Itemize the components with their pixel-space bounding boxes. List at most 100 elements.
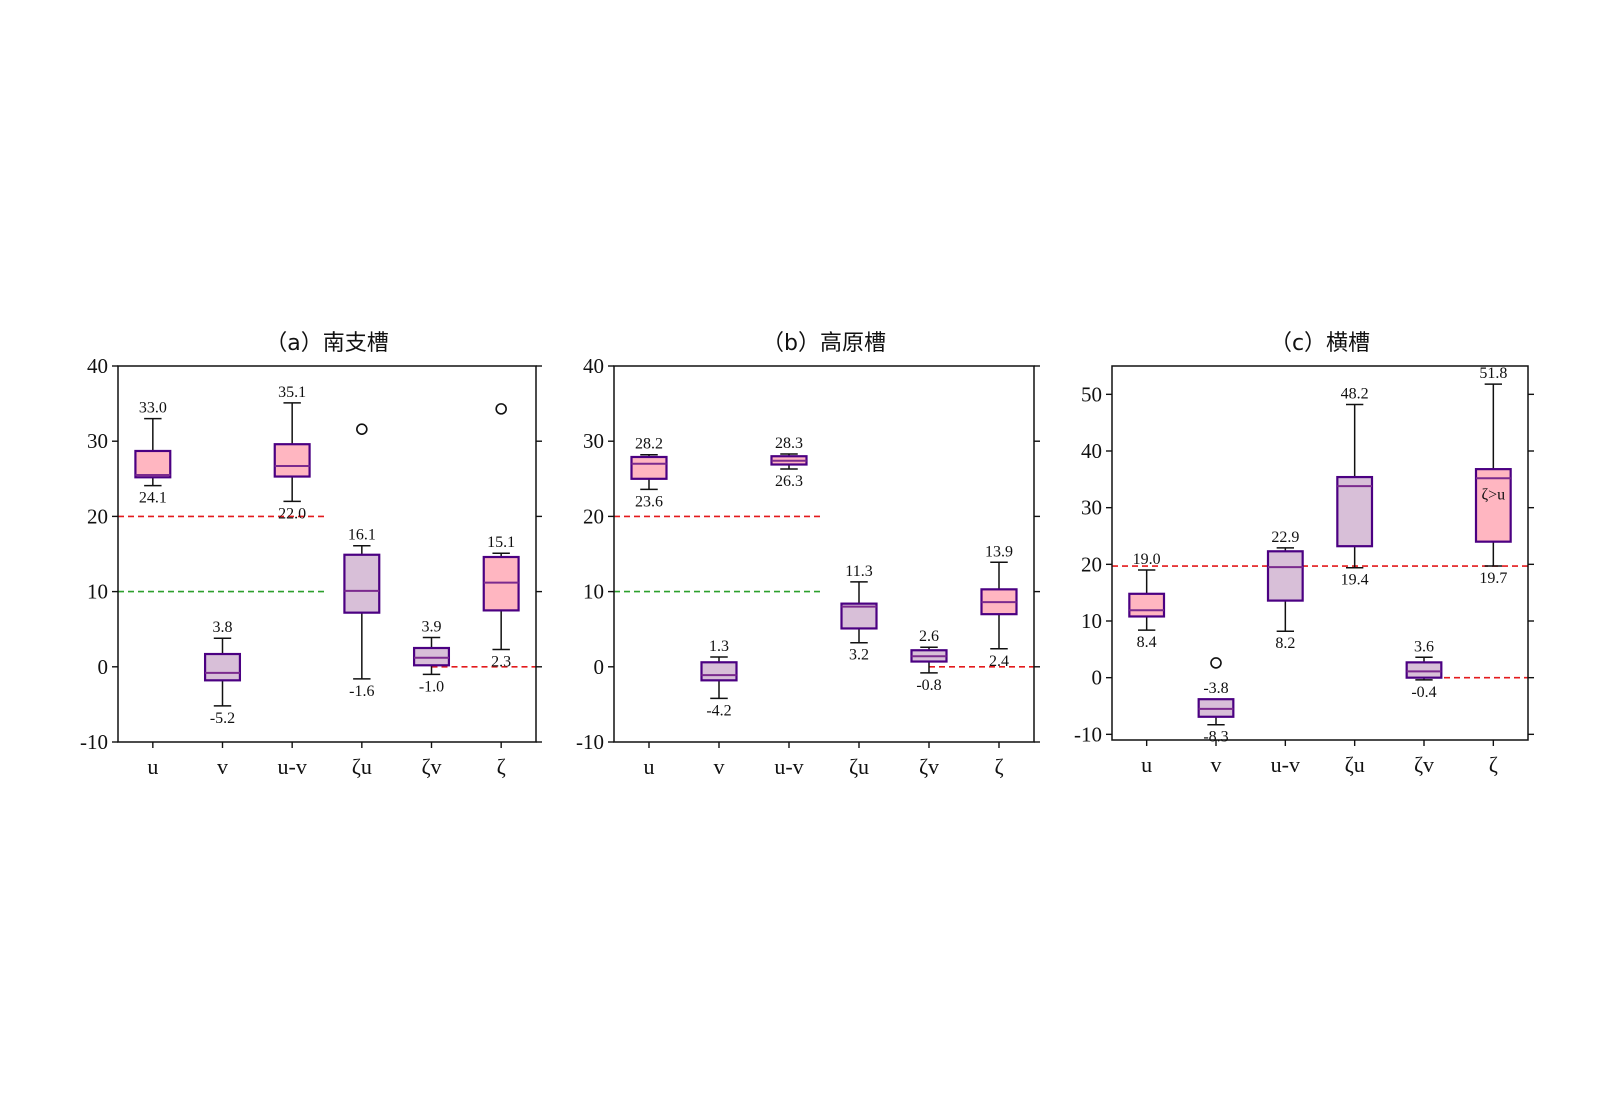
- box-iqr: [134, 449, 172, 479]
- xtick-label-u: u: [1141, 752, 1152, 777]
- ytick-label-40: 40: [1081, 439, 1102, 463]
- label-low: -0.8: [916, 677, 941, 694]
- label-low: 2.4: [989, 653, 1009, 670]
- box-zeta-u: 48.2 19.4: [1336, 386, 1374, 589]
- ytick-label-0: 0: [1092, 666, 1103, 690]
- xtick-label-zeta: ζ: [1489, 752, 1498, 777]
- xtick-label-u: u: [644, 754, 655, 779]
- label-low: 22.0: [278, 505, 306, 522]
- plot-frame: [1111, 365, 1529, 741]
- box-iqr: [630, 455, 668, 480]
- label-low: 8.4: [1137, 634, 1157, 651]
- label-high: 19.0: [1133, 551, 1161, 568]
- box-zeta-v: 3.6 -0.4: [1405, 638, 1443, 701]
- xtick-label-v: v: [1211, 752, 1222, 777]
- xtick-label-zeta-u: ζu: [1345, 752, 1365, 777]
- label-low: 26.3: [775, 473, 803, 490]
- box-zeta-v: 2.6 -0.8: [910, 628, 948, 694]
- annotation-zeta-gt-u: ζ>u: [1482, 487, 1506, 504]
- panel-title: （b）高原槽: [762, 331, 886, 356]
- xtick-label-v: v: [714, 754, 725, 779]
- label-high: 28.2: [635, 436, 663, 453]
- box-zeta-u: 11.3 3.2: [840, 563, 878, 664]
- box-iqr: [1474, 468, 1512, 543]
- box-iqr: [840, 602, 878, 630]
- chart-panel-2: （b）高原槽 28.2 23.6 1.3 -4.2 28.3 26.3 11.3 3.2 2.6 -…: [576, 331, 1040, 779]
- ytick-label-10: 10: [1081, 609, 1102, 633]
- outlier-point: [356, 423, 368, 435]
- ytick-label-minus-10: -10: [1074, 722, 1102, 746]
- box-u-v: 35.1 22.0: [273, 384, 311, 522]
- box-iqr: [700, 661, 738, 682]
- box-u-v: 22.9 8.2: [1266, 529, 1304, 652]
- xtick-label-u-v: u-v: [1271, 752, 1300, 777]
- xtick-label-zeta-v: ζv: [421, 754, 441, 779]
- box-v: 1.3 -4.2: [700, 638, 738, 719]
- panel-title: （c）横槽: [1270, 331, 1370, 356]
- box-zeta: 13.9 2.4: [980, 543, 1018, 670]
- box-zeta: 51.8 19.7: [1474, 365, 1512, 587]
- label-high: 3.6: [1414, 638, 1434, 655]
- xtick-label-u-v: u-v: [278, 754, 307, 779]
- xtick-label-u-v: u-v: [774, 754, 803, 779]
- box-iqr: [273, 443, 311, 478]
- ytick-label-40: 40: [87, 354, 108, 378]
- ytick-label-minus-10: -10: [576, 730, 604, 754]
- ytick-label-20: 20: [87, 504, 108, 528]
- xtick-label-u: u: [147, 754, 158, 779]
- label-low: -5.2: [210, 710, 235, 727]
- plot-frame: [613, 365, 1035, 743]
- ytick-label-20: 20: [1081, 552, 1102, 576]
- ytick-label-0: 0: [98, 655, 109, 679]
- ytick-label-10: 10: [583, 580, 604, 604]
- label-low: -1.6: [349, 683, 374, 700]
- label-high: 16.1: [348, 527, 376, 544]
- label-low: 2.3: [491, 654, 511, 671]
- ytick-label-30: 30: [87, 429, 108, 453]
- label-low: 8.2: [1275, 635, 1295, 652]
- box-u: 19.0 8.4: [1128, 551, 1166, 651]
- outlier-point: [495, 403, 507, 415]
- xtick-label-zeta-u: ζu: [849, 754, 869, 779]
- ytick-label-10: 10: [87, 580, 108, 604]
- label-high: 3.9: [422, 618, 442, 635]
- panel-title: （a）南支槽: [265, 331, 388, 356]
- label-high: 13.9: [985, 543, 1013, 560]
- box-u: 33.0 24.1: [134, 400, 172, 507]
- box-v: 3.8 -5.2: [203, 619, 242, 727]
- label-low: -1.0: [419, 678, 444, 695]
- box-iqr: [1266, 550, 1304, 602]
- box-iqr: [343, 553, 381, 614]
- label-low: 19.4: [1341, 572, 1369, 589]
- label-high: 51.8: [1479, 365, 1507, 382]
- label-low: 23.6: [635, 493, 663, 510]
- label-low: -4.2: [706, 702, 731, 719]
- box-iqr: [412, 646, 451, 667]
- label-low: -8.3: [1203, 729, 1228, 746]
- box-zeta-u: 16.1 -1.6: [343, 423, 381, 700]
- chart-panel-1: （a）南支槽 33.0 24.1 3.8 -5.2 35.1 22.0 16.1 -1.6 3.9…: [80, 331, 542, 779]
- label-high: 48.2: [1341, 386, 1369, 403]
- label-high: 3.8: [213, 619, 233, 636]
- outlier-point: [1210, 657, 1222, 669]
- xtick-label-zeta-v: ζv: [919, 754, 939, 779]
- box-v: -3.8 -8.3: [1197, 657, 1235, 746]
- box-u-v: 28.3 26.3: [770, 435, 808, 490]
- xtick-label-zeta-v: ζv: [1414, 752, 1434, 777]
- plot-frame: [117, 365, 537, 743]
- label-low: 19.7: [1479, 570, 1507, 587]
- label-high: 11.3: [845, 563, 872, 580]
- xtick-label-zeta: ζ: [497, 754, 506, 779]
- ytick-label-40: 40: [583, 354, 604, 378]
- box-iqr: [1128, 592, 1166, 618]
- xtick-label-v: v: [217, 754, 228, 779]
- ytick-label-50: 50: [1081, 382, 1102, 406]
- box-zeta-v: 3.9 -1.0: [412, 618, 451, 695]
- label-high: 15.1: [487, 534, 515, 551]
- box-u: 28.2 23.6: [630, 436, 668, 510]
- label-high: 28.3: [775, 435, 803, 452]
- ytick-label-30: 30: [1081, 496, 1102, 520]
- ytick-label-minus-10: -10: [80, 730, 108, 754]
- label-high: 2.6: [919, 628, 939, 645]
